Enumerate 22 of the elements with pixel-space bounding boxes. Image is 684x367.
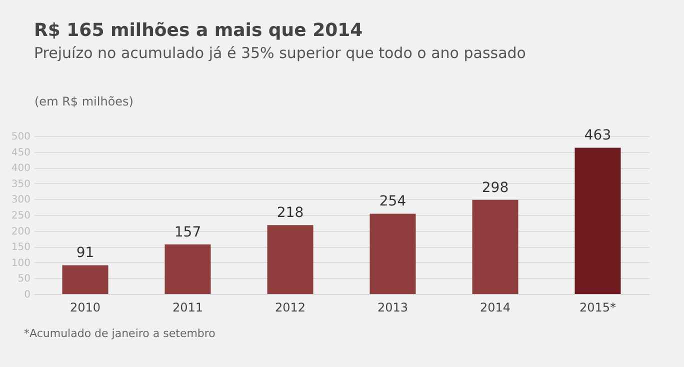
y-axis-title: (em R$ milhões) [34, 94, 134, 108]
data-label: 463 [584, 128, 612, 144]
bar [62, 265, 108, 294]
data-label: 218 [276, 205, 304, 222]
x-tick-label: 2011 [172, 300, 204, 314]
data-label: 254 [379, 194, 406, 210]
bar [574, 148, 621, 294]
bar [267, 225, 314, 294]
data-label: 157 [174, 224, 202, 240]
x-tick-label: 2013 [377, 300, 408, 314]
x-tick-label: 2014 [480, 300, 511, 314]
data-label: 91 [76, 245, 94, 262]
x-tick-label: 2015* [579, 300, 616, 314]
x-tick-label: 2012 [274, 300, 306, 314]
data-label: 298 [482, 180, 509, 196]
bar [164, 244, 211, 294]
bar [472, 200, 518, 294]
text: *Acumulado de janeiro a setembro [24, 327, 216, 340]
chart-subtitle: Prejuízo no acumulado já é 35% superior que todo o ano passado [34, 44, 526, 62]
chart-title: R$ 165 milhões a mais que 2014 [34, 20, 363, 41]
x-tick-label: 2010 [70, 300, 101, 314]
bar [370, 214, 416, 294]
